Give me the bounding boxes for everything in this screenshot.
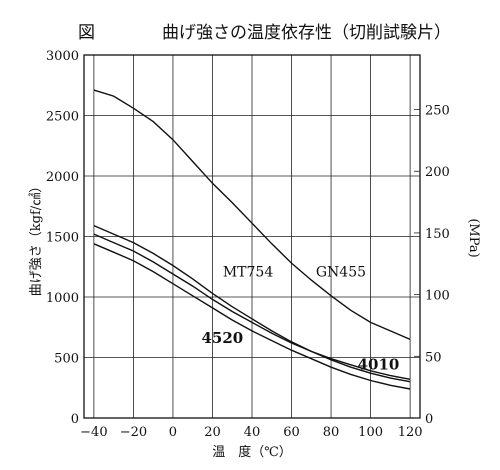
series-label-mt754: MT754 bbox=[223, 264, 273, 280]
series-label-4520: 4520 bbox=[201, 329, 243, 347]
series-line-mt754 bbox=[93, 224, 411, 383]
chart-title-prefix: 図 bbox=[78, 23, 95, 43]
right-y-axis-label: (MPa) bbox=[466, 218, 481, 257]
y2-tick-label: 200 bbox=[425, 165, 450, 180]
x-tick-label: 100 bbox=[358, 425, 383, 440]
y2-tick-label: 250 bbox=[425, 104, 450, 119]
y-tick-label: 0 bbox=[71, 412, 79, 427]
x-tick-label: 20 bbox=[204, 425, 221, 440]
right-y-axis-ticks: 0 50 100 150 200 250 bbox=[414, 104, 450, 427]
x-tick-label: 0 bbox=[169, 425, 177, 440]
chart-title: 曲げ強さの温度依存性（切削試験片） bbox=[162, 23, 451, 43]
y-tick-label: 1000 bbox=[46, 291, 79, 306]
y2-tick-label: 0 bbox=[425, 412, 433, 427]
y-tick-label: 3000 bbox=[46, 49, 79, 64]
x-tick-label: −40 bbox=[80, 425, 107, 440]
x-tick-label: 60 bbox=[283, 425, 300, 440]
series-line-4520 bbox=[93, 243, 411, 390]
y-tick-label: 2500 bbox=[46, 110, 79, 125]
y2-tick-label: 150 bbox=[425, 227, 450, 242]
x-tick-label: 40 bbox=[244, 425, 261, 440]
y-axis-ticks: 0 500 1000 1500 2000 2500 3000 bbox=[46, 49, 79, 427]
y-axis-label: 曲げ強さ（kgf/㎠） bbox=[29, 180, 44, 296]
y2-tick-label: 50 bbox=[425, 350, 442, 365]
series-label-gn455: GN455 bbox=[316, 264, 366, 280]
series-curves bbox=[93, 89, 411, 390]
series-label-4010: 4010 bbox=[358, 356, 400, 374]
x-tick-label: 120 bbox=[398, 425, 423, 440]
x-tick-label: 80 bbox=[323, 425, 340, 440]
x-axis-ticks: −40 −20 0 20 40 60 80 100 120 bbox=[80, 425, 422, 440]
series-line-gn455 bbox=[93, 89, 411, 341]
y2-tick-label: 100 bbox=[425, 289, 450, 304]
series-labels: MT754 GN455 4520 4010 bbox=[201, 264, 399, 373]
y-tick-label: 500 bbox=[54, 352, 79, 367]
y-tick-label: 2000 bbox=[46, 170, 79, 185]
y-tick-label: 1500 bbox=[46, 231, 79, 246]
plot-frame bbox=[83, 54, 421, 419]
x-tick-label: −20 bbox=[120, 425, 147, 440]
horizontal-gridlines bbox=[84, 115, 420, 358]
series-line-4010 bbox=[93, 233, 411, 380]
x-axis-label: 温 度（℃） bbox=[212, 444, 292, 460]
